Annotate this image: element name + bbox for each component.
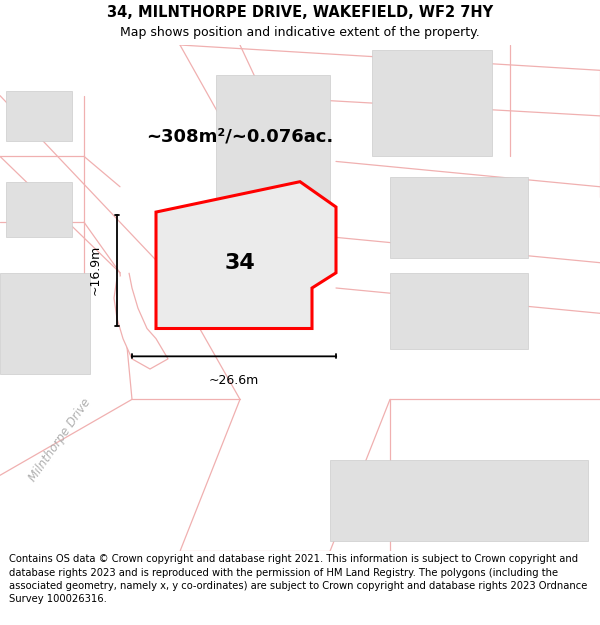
Text: ~26.6m: ~26.6m bbox=[209, 374, 259, 387]
Polygon shape bbox=[6, 91, 72, 141]
Polygon shape bbox=[6, 182, 72, 238]
Polygon shape bbox=[216, 76, 330, 207]
Polygon shape bbox=[330, 460, 588, 541]
Polygon shape bbox=[390, 177, 528, 258]
Text: Contains OS data © Crown copyright and database right 2021. This information is : Contains OS data © Crown copyright and d… bbox=[9, 554, 587, 604]
Text: ~308m²/~0.076ac.: ~308m²/~0.076ac. bbox=[146, 127, 334, 145]
Text: 34, MILNTHORPE DRIVE, WAKEFIELD, WF2 7HY: 34, MILNTHORPE DRIVE, WAKEFIELD, WF2 7HY bbox=[107, 6, 493, 21]
Text: Map shows position and indicative extent of the property.: Map shows position and indicative extent… bbox=[120, 26, 480, 39]
Polygon shape bbox=[390, 272, 528, 349]
Polygon shape bbox=[0, 272, 90, 374]
Polygon shape bbox=[156, 182, 336, 329]
Polygon shape bbox=[372, 50, 492, 156]
Text: Milnthorpe Drive: Milnthorpe Drive bbox=[26, 396, 94, 484]
PathPatch shape bbox=[114, 272, 168, 369]
Text: 34: 34 bbox=[224, 253, 256, 272]
Text: ~16.9m: ~16.9m bbox=[89, 245, 102, 296]
